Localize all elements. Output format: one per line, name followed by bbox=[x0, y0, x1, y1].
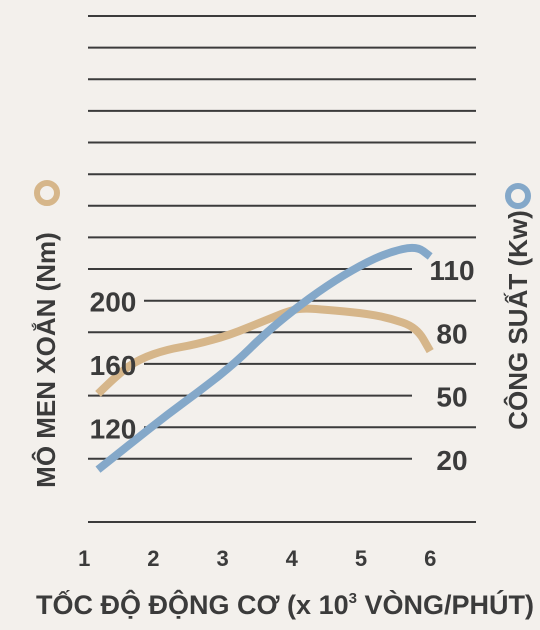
y-right-tick-label-110: 110 bbox=[429, 255, 474, 286]
y-left-tick-gap-200 bbox=[88, 296, 144, 305]
x-tick-label-6: 6 bbox=[424, 546, 436, 571]
power-line bbox=[95, 243, 433, 473]
x-tick-label-5: 5 bbox=[355, 546, 367, 571]
y-left-tick-label-200: 200 bbox=[90, 286, 137, 317]
x-tick-label-4: 4 bbox=[286, 546, 299, 571]
x-axis-title-main: TỐC ĐỘ ĐỘNG CƠ (x 10 bbox=[36, 588, 349, 620]
torque-legend-circle bbox=[34, 180, 60, 206]
y-right-axis-title: CÔNG SUẤT (Kw) bbox=[503, 210, 533, 430]
y-right-tick-gap-110 bbox=[412, 265, 476, 274]
x-axis-title: TỐC ĐỘ ĐỘNG CƠ (x 103 VÒNG/PHÚT) bbox=[36, 588, 534, 620]
torque-line bbox=[95, 304, 434, 397]
x-axis-title-superscript: 3 bbox=[349, 590, 357, 607]
x-tick-label-1: 1 bbox=[78, 546, 90, 571]
grid-lines bbox=[88, 15, 476, 523]
x-tick-label-3: 3 bbox=[216, 546, 228, 571]
power-legend-circle bbox=[505, 183, 531, 209]
y-left-tick-gap-120 bbox=[88, 423, 144, 432]
y-left-tick-label-160: 160 bbox=[90, 350, 137, 381]
y-left-tick-gap-160 bbox=[88, 359, 144, 368]
tick-labels: 1 2 3 4 5 6 120 160 200 20 50 80 110 bbox=[78, 255, 475, 571]
y-right-tick-gap-50 bbox=[412, 391, 476, 400]
x-axis-title-tail: VÒNG/PHÚT) bbox=[357, 589, 534, 620]
x-tick-label-2: 2 bbox=[147, 546, 159, 571]
y-left-tick-label-120: 120 bbox=[90, 413, 137, 444]
y-right-tick-gap-20 bbox=[412, 455, 476, 463]
y-left-axis-title: MÔ MEN XOẮN (Nm) bbox=[31, 232, 61, 488]
y-right-tick-label-50: 50 bbox=[436, 382, 467, 413]
y-right-tick-label-80: 80 bbox=[436, 318, 467, 349]
series-lines bbox=[95, 243, 434, 473]
y-right-tick-label-20: 20 bbox=[436, 445, 467, 476]
y-right-tick-gap-80 bbox=[412, 328, 476, 337]
